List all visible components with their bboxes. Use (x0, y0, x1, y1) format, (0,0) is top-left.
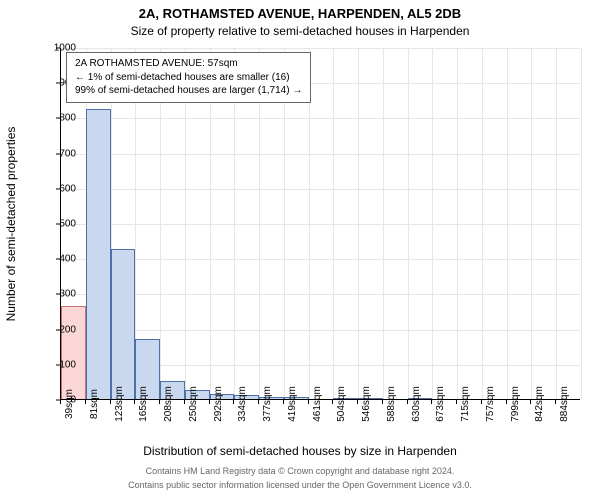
x-axis-label: Distribution of semi-detached houses by … (0, 444, 600, 458)
xtick-mark (456, 400, 457, 404)
gridline-v (581, 48, 582, 399)
ytick-label: 800 (42, 113, 76, 124)
ytick-label: 700 (42, 148, 76, 159)
gridline-h (61, 48, 580, 49)
gridline-v (383, 48, 384, 399)
xtick-mark (357, 400, 358, 404)
xtick-label: 799sqm (510, 386, 521, 422)
bar (111, 249, 136, 399)
xtick-label: 39sqm (64, 389, 75, 419)
ytick-label: 500 (42, 219, 76, 230)
xtick-mark (506, 400, 507, 404)
xtick-label: 461sqm (312, 386, 323, 422)
gridline-v (556, 48, 557, 399)
gridline-v (432, 48, 433, 399)
xtick-label: 81sqm (89, 389, 100, 419)
xtick-label: 208sqm (163, 386, 174, 422)
annotation-line: 2A ROTHAMSTED AVENUE: 57sqm (75, 57, 302, 71)
footer-licence: Contains public sector information licen… (0, 480, 600, 490)
gridline-v (358, 48, 359, 399)
annotation-box: 2A ROTHAMSTED AVENUE: 57sqm ← 1% of semi… (66, 52, 311, 103)
gridline-h (61, 189, 580, 190)
annotation-line: ← 1% of semi-detached houses are smaller… (75, 71, 302, 85)
xtick-mark (283, 400, 284, 404)
chart-container: 2A, ROTHAMSTED AVENUE, HARPENDEN, AL5 2D… (0, 0, 600, 500)
footer-copyright: Contains HM Land Registry data © Crown c… (0, 466, 600, 476)
bar (86, 109, 111, 399)
ytick-label: 600 (42, 183, 76, 194)
gridline-h (61, 330, 580, 331)
xtick-label: 842sqm (534, 386, 545, 422)
xtick-label: 673sqm (435, 386, 446, 422)
xtick-label: 630sqm (411, 386, 422, 422)
gridline-v (482, 48, 483, 399)
xtick-label: 588sqm (386, 386, 397, 422)
gridline-v (457, 48, 458, 399)
xtick-label: 546sqm (361, 386, 372, 422)
xtick-label: 504sqm (336, 386, 347, 422)
xtick-mark (134, 400, 135, 404)
xtick-mark (407, 400, 408, 404)
bar-highlight (61, 306, 86, 399)
ytick-label: 300 (42, 289, 76, 300)
gridline-h (61, 118, 580, 119)
xtick-label: 377sqm (262, 386, 273, 422)
gridline-h (61, 154, 580, 155)
chart-title: 2A, ROTHAMSTED AVENUE, HARPENDEN, AL5 2D… (0, 6, 600, 21)
gridline-v (333, 48, 334, 399)
xtick-mark (308, 400, 309, 404)
xtick-label: 123sqm (114, 386, 125, 422)
gridline-v (408, 48, 409, 399)
xtick-mark (431, 400, 432, 404)
gridline-v (507, 48, 508, 399)
xtick-mark (159, 400, 160, 404)
ytick-label: 100 (42, 359, 76, 370)
xtick-label: 165sqm (138, 386, 149, 422)
gridline-v (531, 48, 532, 399)
chart-subtitle: Size of property relative to semi-detach… (0, 24, 600, 38)
ytick-label: 200 (42, 324, 76, 335)
xtick-label: 419sqm (287, 386, 298, 422)
xtick-mark (184, 400, 185, 404)
gridline-h (61, 294, 580, 295)
xtick-mark (555, 400, 556, 404)
xtick-label: 715sqm (460, 386, 471, 422)
xtick-mark (60, 400, 61, 404)
xtick-label: 250sqm (188, 386, 199, 422)
xtick-mark (332, 400, 333, 404)
annotation-line: 99% of semi-detached houses are larger (… (75, 84, 302, 98)
xtick-mark (110, 400, 111, 404)
ytick-label: 400 (42, 254, 76, 265)
xtick-label: 884sqm (559, 386, 570, 422)
xtick-mark (85, 400, 86, 404)
gridline-h (61, 224, 580, 225)
xtick-label: 757sqm (485, 386, 496, 422)
xtick-mark (382, 400, 383, 404)
xtick-mark (209, 400, 210, 404)
gridline-h (61, 259, 580, 260)
xtick-mark (258, 400, 259, 404)
xtick-mark (481, 400, 482, 404)
xtick-mark (530, 400, 531, 404)
xtick-mark (233, 400, 234, 404)
y-axis-label: Number of semi-detached properties (4, 127, 18, 322)
xtick-label: 334sqm (237, 386, 248, 422)
xtick-label: 292sqm (213, 386, 224, 422)
